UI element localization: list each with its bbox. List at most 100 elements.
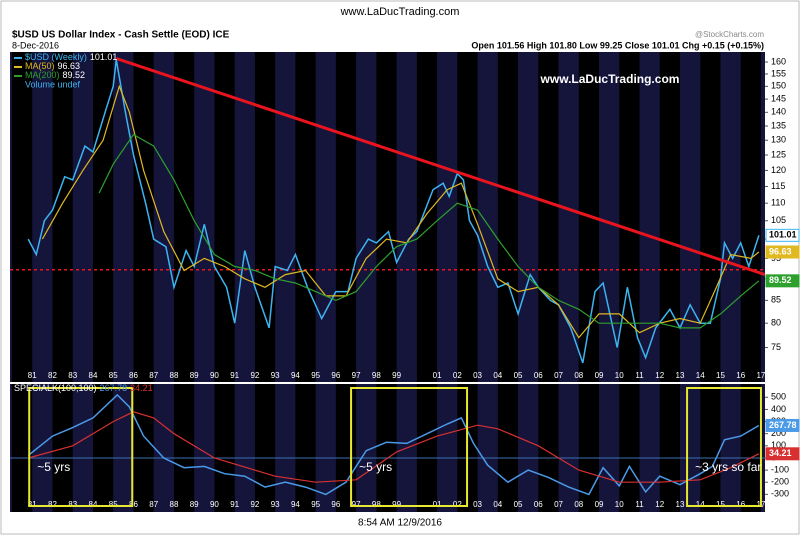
panel-background (10, 384, 765, 512)
year-band (437, 52, 458, 382)
year-band (558, 384, 579, 512)
year-band (558, 52, 579, 382)
y-tick-label: -100 (771, 464, 789, 474)
last-value-label: 34.21 (769, 448, 792, 458)
y-tick-label: 140 (771, 107, 786, 117)
y-tick-label: 80 (771, 318, 781, 328)
year-band (315, 384, 336, 512)
x-tick-label: 14 (696, 500, 705, 509)
x-tick-label: 03 (473, 371, 482, 380)
x-tick-label: 93 (271, 371, 280, 380)
chart-title: $USD US Dollar Index - Cash Settle (EOD)… (12, 30, 230, 41)
x-tick-label: 82 (48, 371, 57, 380)
year-band (72, 384, 93, 512)
year-band (275, 384, 296, 512)
timestamp: 8:54 AM 12/9/2016 (358, 518, 442, 529)
plot-area (10, 52, 765, 382)
x-tick-label: 86 (129, 371, 138, 380)
y-tick-label: 155 (771, 68, 786, 78)
x-tick-label: 99 (392, 500, 401, 509)
last-value-box (765, 245, 800, 259)
x-tick-label: 89 (190, 371, 199, 380)
box-label: ~3 yrs so far (695, 460, 761, 474)
trendline (115, 57, 765, 277)
plot-area (10, 384, 765, 512)
legend-value: 101.01 (90, 52, 118, 62)
x-tick-label: 09 (595, 371, 604, 380)
box-label: ~5 yrs (37, 460, 70, 474)
x-tick-label: 97 (352, 500, 361, 509)
x-tick-label: 94 (291, 371, 300, 380)
x-tick-label: 88 (170, 500, 179, 509)
x-tick-label: 92 (250, 500, 259, 509)
x-tick-label: 08 (574, 371, 583, 380)
x-tick-label: 89 (190, 500, 199, 509)
y-tick-label: 135 (771, 120, 786, 130)
x-tick-label: 13 (676, 371, 685, 380)
highlight-box (28, 387, 134, 507)
year-band (32, 384, 53, 512)
legend-value: 96.63 (58, 61, 81, 71)
x-tick-label: 15 (716, 500, 725, 509)
y-tick-label: 115 (771, 181, 785, 191)
last-value-box (765, 228, 800, 242)
year-band (153, 52, 174, 382)
year-band (72, 52, 93, 382)
panel-background (10, 52, 765, 382)
year-band (356, 384, 377, 512)
year-band (194, 384, 215, 512)
x-tick-label: 06 (534, 500, 543, 509)
x-tick-label: 96 (331, 371, 340, 380)
y-tick-label: 105 (771, 215, 786, 225)
x-tick-label: 03 (473, 500, 482, 509)
last-value-label: 101.01 (769, 230, 797, 240)
year-band (760, 52, 765, 382)
source: @StockCharts.com (695, 30, 764, 39)
legend-entry: MA(200) 89.52 (25, 70, 85, 80)
x-tick-label: 87 (149, 371, 158, 380)
year-band (113, 52, 134, 382)
y-tick-label: 200 (771, 428, 786, 438)
series-line (98, 133, 760, 329)
highlight-box (350, 387, 469, 507)
x-tick-label: 97 (352, 371, 361, 380)
y-tick-label: 130 (771, 135, 786, 145)
x-tick-label: 10 (615, 371, 624, 380)
series-line (27, 59, 760, 364)
x-tick-label: 16 (736, 500, 745, 509)
legend-entry: Volume undef (25, 79, 81, 89)
y-tick-label: 400 (771, 404, 786, 414)
y-tick-label: 160 (771, 56, 786, 66)
year-band (113, 384, 134, 512)
year-band (32, 52, 53, 382)
x-tick-label: 02 (453, 500, 462, 509)
year-band (477, 384, 498, 512)
legend-value: 89.52 (63, 70, 86, 80)
y-tick-label: 100 (771, 440, 786, 450)
x-tick-label: 11 (635, 500, 644, 509)
series-line (28, 411, 760, 483)
series-line (27, 393, 760, 496)
year-band (437, 384, 458, 512)
x-tick-label: 04 (493, 500, 502, 509)
legend-value: 267.78 (100, 383, 128, 393)
legend-value: 34.21 (130, 383, 153, 393)
year-band (760, 384, 765, 512)
x-tick-label: 92 (250, 371, 259, 380)
x-tick-label: 88 (170, 371, 179, 380)
year-band (234, 52, 255, 382)
year-band (518, 384, 539, 512)
x-tick-label: 06 (534, 371, 543, 380)
year-band (599, 52, 620, 382)
x-tick-label: 81 (28, 500, 37, 509)
x-tick-label: 82 (48, 500, 57, 509)
x-tick-label: 96 (331, 500, 340, 509)
year-band (477, 52, 498, 382)
x-tick-label: 05 (514, 500, 523, 509)
x-tick-label: 98 (372, 500, 381, 509)
year-band (275, 52, 296, 382)
x-tick-label: 86 (129, 500, 138, 509)
y-tick-label: 145 (771, 93, 786, 103)
x-tick-label: 04 (493, 371, 502, 380)
